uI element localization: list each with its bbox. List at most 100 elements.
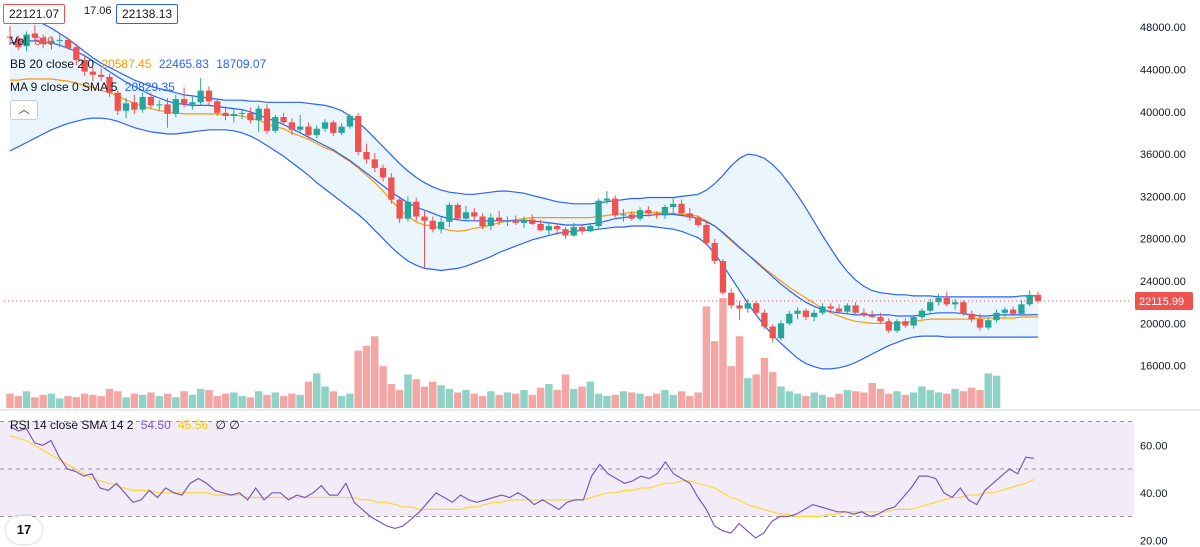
candle-body	[147, 96, 155, 106]
collapse-legend-button[interactable]: ︿	[10, 100, 38, 120]
volume-bar	[39, 394, 47, 408]
volume-bar	[992, 375, 1001, 408]
rsi-legend[interactable]: RSI 14 close SMA 14 2 54.50 45.56 ∅ ∅	[10, 418, 244, 432]
volume-bar	[172, 397, 180, 408]
tradingview-logo[interactable]: 17	[6, 516, 42, 544]
candle-body	[280, 117, 287, 123]
volume-bar	[105, 388, 114, 408]
candle-body	[214, 101, 221, 113]
volume-legend[interactable]: Vol 640	[10, 34, 58, 48]
candle-body	[23, 34, 30, 47]
volume-bar	[412, 379, 420, 408]
candle-body	[728, 292, 735, 306]
legend-value: 18709.07	[216, 57, 267, 71]
volume-bar	[163, 393, 172, 408]
volume-bar	[578, 386, 586, 408]
candle-body	[935, 297, 942, 303]
candle-body	[670, 203, 677, 207]
candle-body	[156, 104, 163, 106]
volume-bar	[254, 391, 263, 408]
candle-body	[346, 116, 354, 127]
volume-bar	[835, 393, 843, 408]
volume-bar	[843, 390, 852, 408]
candle-body	[661, 207, 669, 216]
volume-bar	[702, 306, 711, 408]
candle-body	[711, 242, 718, 261]
volume-bar	[72, 397, 81, 408]
candle-body	[587, 226, 594, 232]
volume-bar	[114, 391, 122, 408]
candle-body	[769, 326, 776, 339]
candle-body	[321, 122, 329, 129]
volume-bar	[437, 385, 445, 408]
legend-value: 20829.35	[124, 80, 175, 94]
candle-body	[595, 200, 602, 227]
candle-body	[786, 313, 793, 324]
volume-bar	[196, 388, 205, 408]
moving-average-legend[interactable]: MA 9 close 0 SMA 5 20829.35	[10, 80, 179, 94]
volume-bar	[545, 384, 553, 408]
candle-body	[678, 203, 685, 214]
candle-body	[736, 305, 743, 309]
candle-body	[860, 312, 868, 315]
price-axis-tick: 36000.00	[1140, 149, 1186, 161]
volume-bar	[304, 381, 313, 408]
candle-body	[297, 126, 304, 130]
volume-bar	[487, 391, 495, 408]
candle-body	[371, 159, 378, 168]
candle-body	[529, 219, 536, 224]
candle-body	[98, 74, 105, 77]
volume-bar	[943, 393, 951, 408]
candle-body	[570, 227, 577, 236]
volume-bar	[296, 394, 304, 408]
volume-bar	[313, 373, 321, 408]
candle-body	[471, 212, 478, 217]
volume-bar	[644, 396, 653, 408]
candle-body	[313, 128, 320, 136]
volume-bar	[694, 392, 702, 408]
volume-bar	[271, 392, 280, 408]
volume-bar	[909, 392, 918, 408]
candle-body	[89, 71, 97, 75]
candle-body	[437, 221, 445, 230]
candle-body	[985, 320, 992, 328]
bollinger-band-fill	[10, 9, 1038, 369]
volume-bar	[213, 396, 221, 408]
bollinger-legend[interactable]: BB 20 close 2 0 20587.45 22465.83 18709.…	[10, 57, 270, 71]
volume-bar	[885, 393, 893, 408]
volume-bar	[395, 390, 404, 408]
volume-bar	[288, 393, 296, 408]
volume-bar	[727, 366, 735, 408]
volume-bar	[80, 393, 89, 408]
rsi-axis-tick: 20.00	[1140, 535, 1168, 547]
candle-body	[645, 210, 652, 214]
volume-bar	[22, 391, 31, 408]
volume-bar	[611, 394, 619, 408]
rsi-ma-line	[9, 435, 1035, 518]
volume-bar	[205, 390, 213, 408]
candle-body	[205, 90, 213, 102]
volume-bar	[636, 393, 644, 408]
volume-bar	[827, 397, 835, 408]
candle-body	[719, 260, 727, 293]
candle-body	[495, 217, 503, 221]
volume-bar	[379, 366, 387, 408]
candle-body	[139, 96, 146, 110]
volume-bar	[138, 394, 147, 408]
last-price-tag	[1135, 291, 1193, 310]
candle-body	[744, 303, 751, 309]
volume-bar	[503, 392, 512, 408]
volume-bar	[97, 396, 105, 408]
volume-bar	[346, 393, 354, 408]
candle-body	[993, 312, 1000, 321]
volume-bar	[603, 396, 611, 408]
volume-bar	[628, 392, 636, 408]
candle-body	[388, 177, 395, 200]
candle-body	[122, 103, 130, 111]
candle-body	[81, 59, 88, 72]
volume-bar	[31, 397, 39, 408]
candle-body	[64, 39, 72, 49]
candle-body	[288, 122, 296, 130]
volume-bar	[752, 374, 760, 408]
